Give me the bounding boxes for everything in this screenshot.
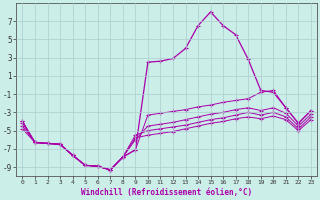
X-axis label: Windchill (Refroidissement éolien,°C): Windchill (Refroidissement éolien,°C) [81,188,252,197]
